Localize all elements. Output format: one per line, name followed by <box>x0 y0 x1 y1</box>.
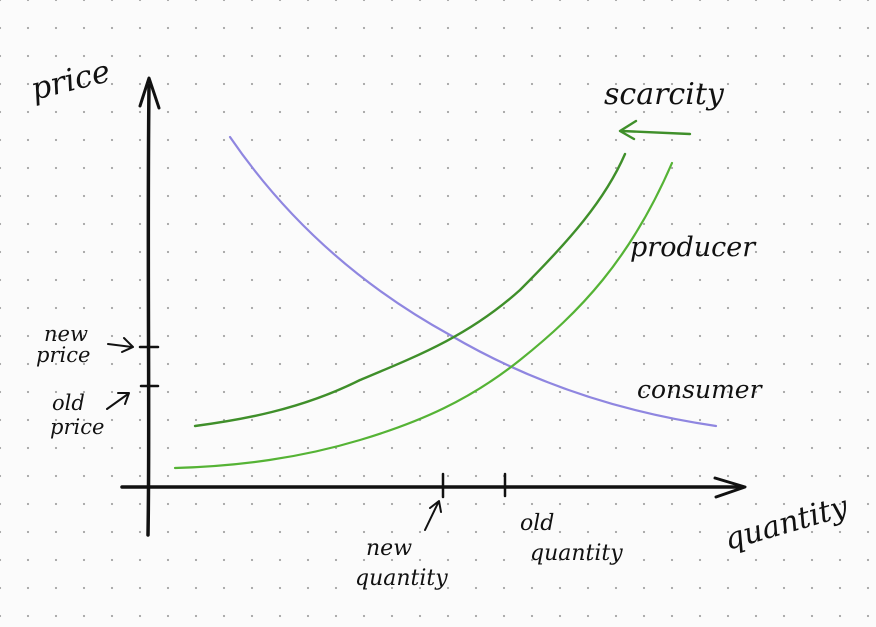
producer-label: producer <box>630 232 757 263</box>
old-price-arrow <box>106 393 129 410</box>
y-axis-label: price <box>27 53 114 107</box>
old-quantity-label-line-1: old <box>520 511 554 536</box>
consumer-label: consumer <box>637 375 764 404</box>
consumer-curve <box>228 135 718 428</box>
scarcity-label: scarcity <box>604 77 725 112</box>
new-price-label-line-1: new <box>44 322 88 346</box>
new-price-label-line-2: price <box>36 343 90 367</box>
y-axis-line <box>146 83 151 537</box>
scarcity-curve <box>193 152 627 428</box>
new-price-arrow <box>107 343 133 348</box>
old-price-label-line-2: price <box>50 415 104 439</box>
new-quantity-label-line-1: new <box>366 536 412 561</box>
shift-left-arrow <box>620 129 692 136</box>
new-quantity-arrow <box>424 502 439 531</box>
x-axis-arrowhead <box>713 476 747 499</box>
new-price-arrowhead <box>121 337 134 353</box>
y-axis-arrowhead <box>138 76 161 110</box>
old-price-label-line-1: old <box>52 391 85 415</box>
x-axis-line <box>120 484 742 490</box>
x-axis-label: quantity <box>721 489 853 558</box>
producer-curve <box>173 161 674 470</box>
new-quantity-label-line-2: quantity <box>355 566 448 591</box>
new-quantity-arrowhead <box>429 500 442 513</box>
shift-left-arrowhead <box>618 119 638 141</box>
old-price-arrowhead <box>117 392 130 405</box>
old-quantity-label-line-2: quantity <box>530 541 623 566</box>
